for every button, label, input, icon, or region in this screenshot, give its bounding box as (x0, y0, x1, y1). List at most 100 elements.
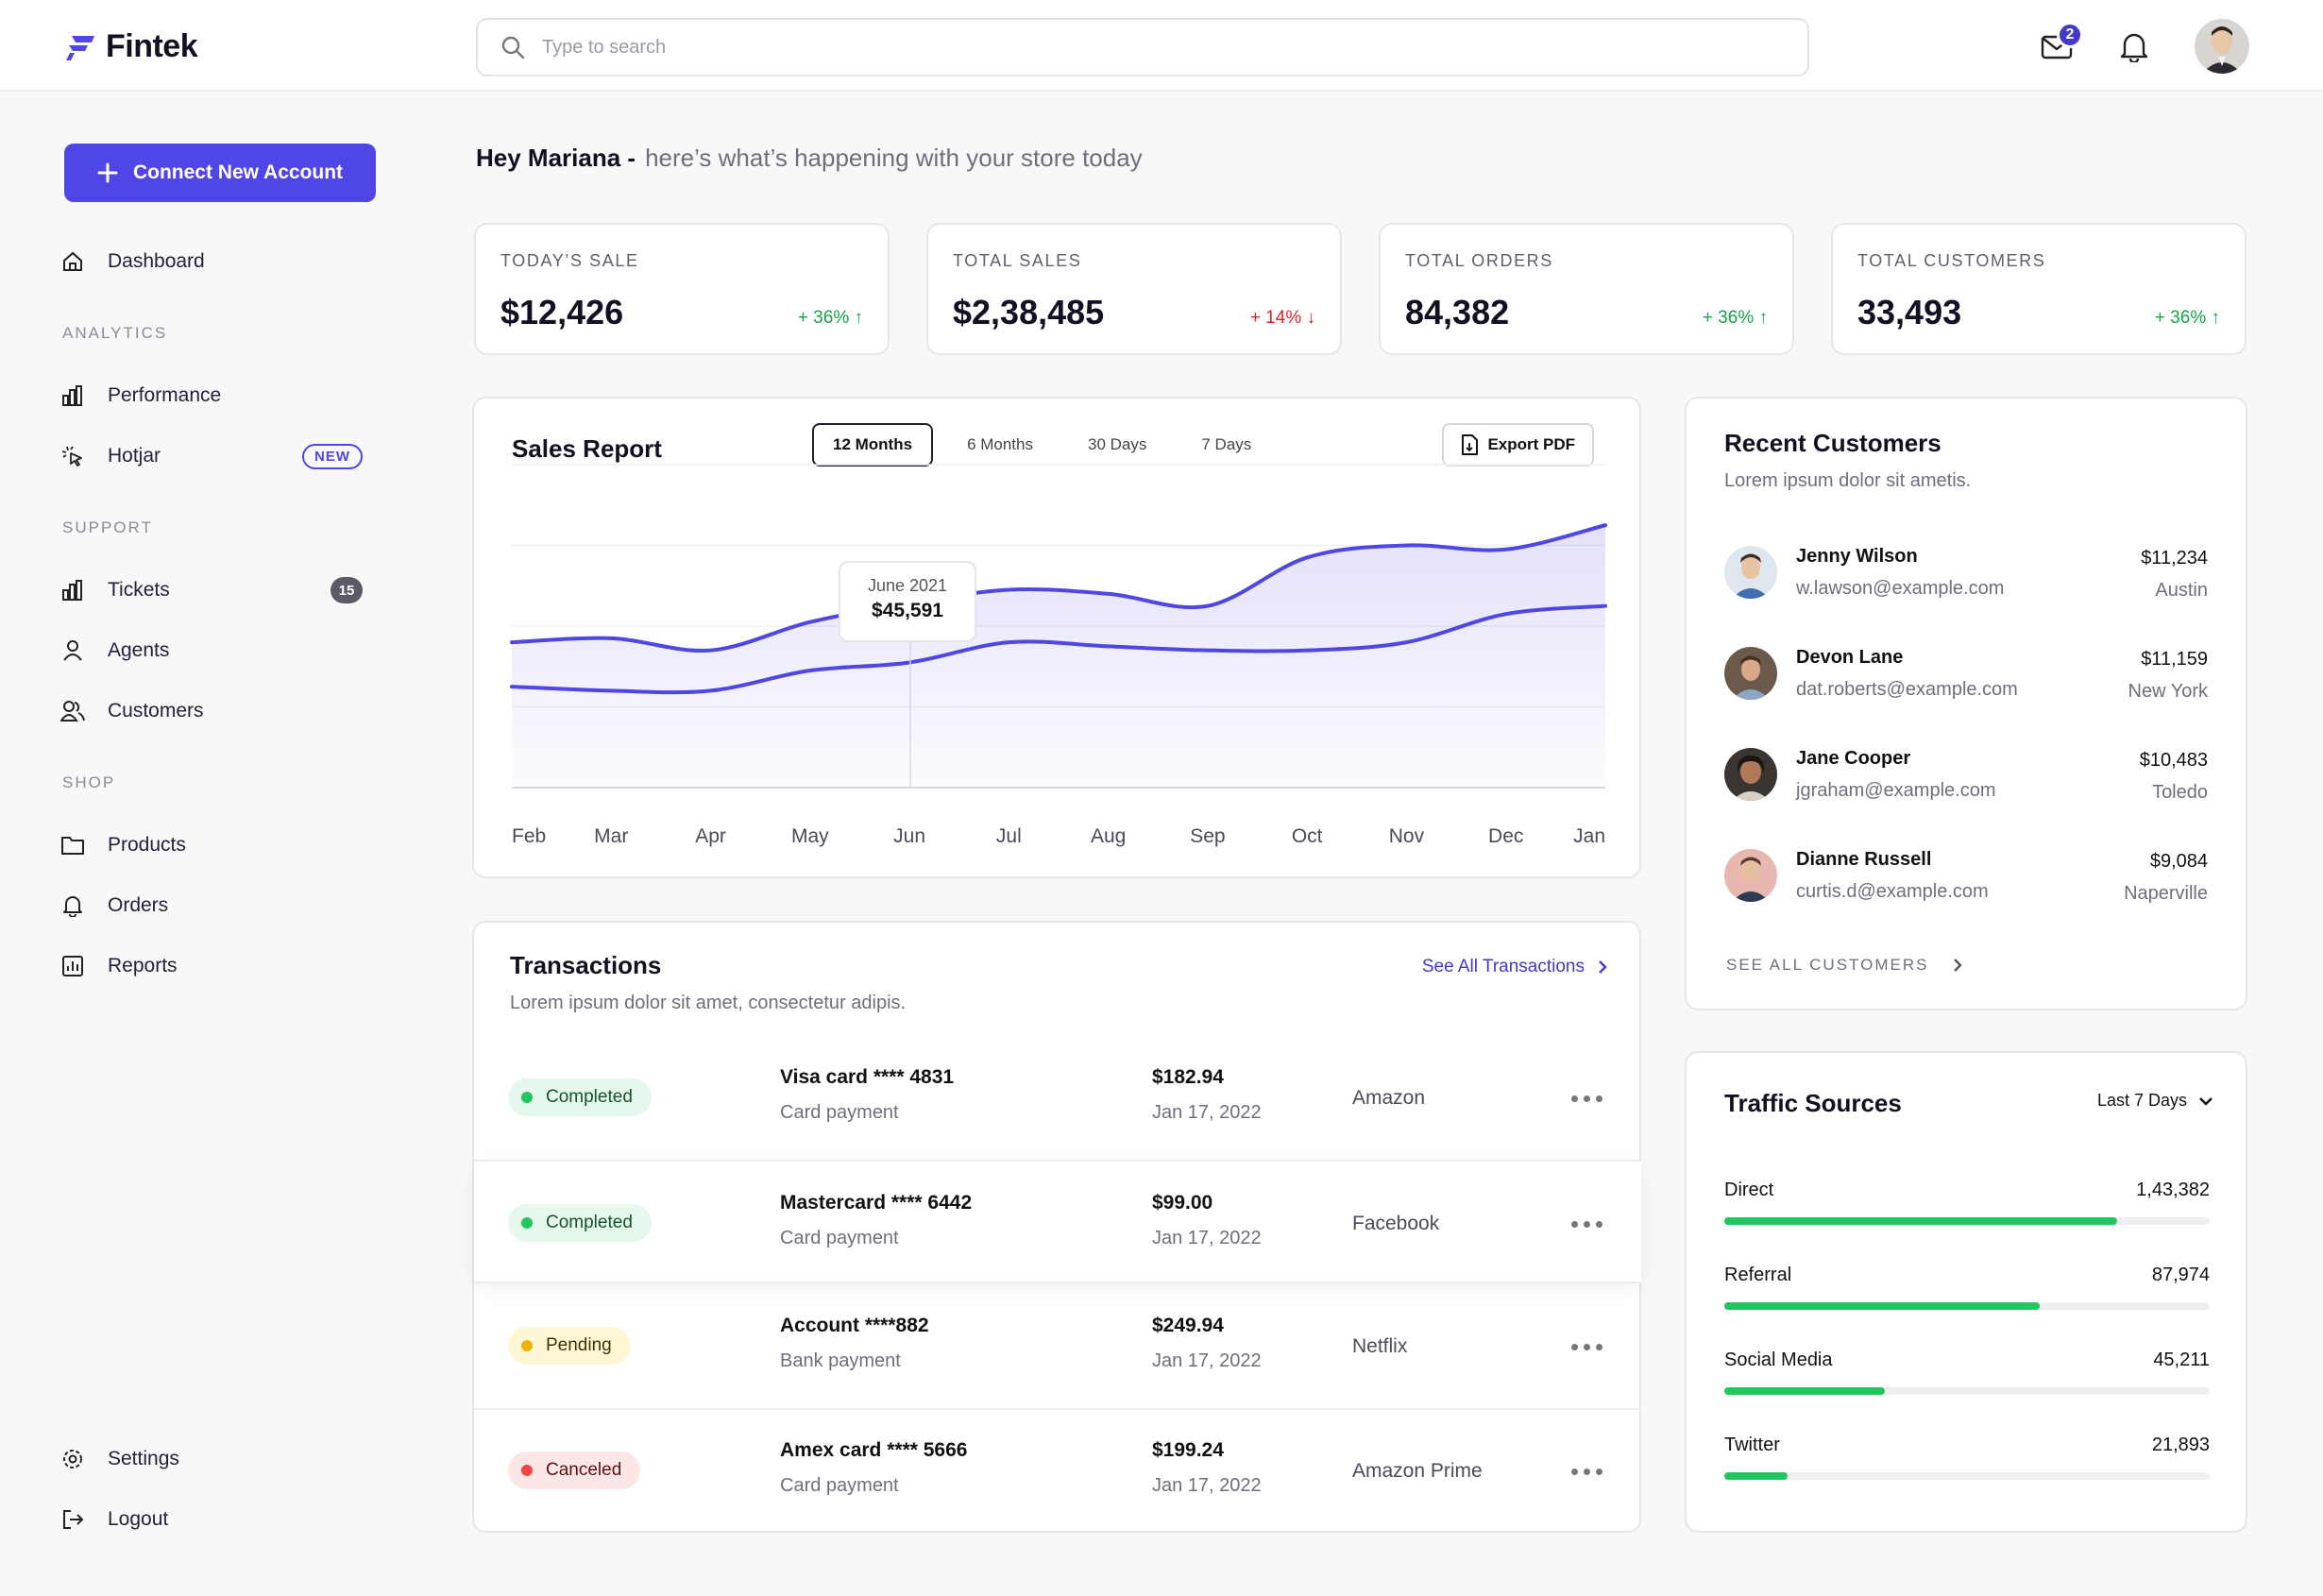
sidebar-item-label: Orders (108, 894, 169, 916)
x-tick-label: May (791, 825, 829, 847)
customer-name: Jane Cooper (1796, 748, 1911, 769)
list-item[interactable]: Dianne Russell curtis.d@example.com $9,0… (1724, 849, 2208, 915)
mail-button[interactable]: 2 (2040, 22, 2083, 63)
arrow-up-icon: ↑ (1758, 308, 1769, 328)
table-row[interactable]: Completed Visa card **** 4831 Card paymen… (474, 1036, 1641, 1160)
search-bar (476, 18, 1809, 76)
sidebar-item-logout[interactable]: Logout (60, 1501, 363, 1538)
more-icon[interactable] (1571, 1462, 1603, 1481)
more-icon[interactable] (1571, 1089, 1603, 1108)
kpi-value: $12,426 (500, 293, 624, 331)
search-icon (501, 36, 525, 59)
customer-amount: $9,084 (2149, 851, 2208, 872)
chart-x-axis: Feb Mar Apr May Jun Jul Aug Sep Oct Nov Dec Jan (512, 825, 1605, 847)
tab-30-days[interactable]: 30 Days (1067, 423, 1167, 467)
more-icon[interactable] (1571, 1337, 1603, 1356)
report-icon (60, 954, 85, 978)
customer-amount: $11,159 (2141, 649, 2208, 670)
home-icon (60, 249, 85, 274)
gear-icon (60, 1447, 85, 1471)
sidebar-item-label: Performance (108, 384, 222, 406)
sidebar-item-performance[interactable]: Performance (60, 377, 363, 415)
new-badge: NEW (302, 443, 363, 469)
see-all-customers-link[interactable]: SEE ALL CUSTOMERS (1726, 956, 1963, 975)
kpi-delta: + 36% ↑ (798, 308, 863, 329)
traffic-row-twitter: Twitter 21,893 (1724, 1435, 2210, 1480)
sidebar-item-agents[interactable]: Agents (60, 632, 363, 670)
x-tick-label: Apr (695, 825, 726, 847)
see-all-transactions-label: See All Transactions (1421, 957, 1585, 976)
export-pdf-button[interactable]: Export PDF (1442, 423, 1594, 467)
users-icon (60, 699, 85, 723)
table-row[interactable]: Completed Mastercard **** 6442 Card payme… (474, 1160, 1641, 1283)
traffic-bar-track (1724, 1387, 2210, 1395)
traffic-source-value: 45,211 (2153, 1350, 2210, 1370)
customer-city: Toledo (2152, 782, 2208, 803)
traffic-row-social-media: Social Media 45,211 (1724, 1350, 2210, 1395)
x-tick-label: Nov (1389, 825, 1425, 847)
payment-method: Mastercard **** 6442 (780, 1192, 973, 1214)
customer-amount: $11,234 (2141, 548, 2208, 569)
brand-logo[interactable]: Fintek (64, 28, 198, 65)
kpi-delta: + 36% ↑ (1703, 308, 1768, 329)
traffic-range-select[interactable]: Last 7 Days (2097, 1091, 2213, 1111)
x-tick-label: Sep (1190, 825, 1225, 847)
list-item[interactable]: Jane Cooper jgraham@example.com $10,483 … (1724, 748, 2208, 814)
section-support: SUPPORT (62, 518, 153, 536)
arrow-down-icon: ↓ (1306, 308, 1316, 328)
traffic-bar-fill (1724, 1472, 1788, 1480)
top-bar: Fintek 2 (0, 0, 2323, 92)
sidebar-item-tickets[interactable]: Tickets 15 (60, 571, 363, 609)
traffic-source-name: Referral (1724, 1265, 1792, 1285)
table-row[interactable]: Pending Account ****882 Bank payment $249… (474, 1284, 1641, 1408)
traffic-source-name: Twitter (1724, 1435, 1780, 1455)
payment-method: Account ****882 (780, 1315, 929, 1336)
sidebar-item-reports[interactable]: Reports (60, 947, 363, 985)
sidebar-item-dashboard[interactable]: Dashboard (60, 243, 363, 280)
logout-icon (60, 1507, 85, 1532)
sidebar-item-customers[interactable]: Customers (60, 692, 363, 730)
connect-new-account-button[interactable]: Connect New Account (64, 144, 376, 202)
kpi-card-total-sales: TOTAL SALES $2,38,485 + 14% ↓ (926, 223, 1342, 355)
tab-12-months[interactable]: 12 Months (812, 423, 934, 467)
date: Jan 17, 2022 (1152, 1102, 1262, 1123)
kpi-card-total-orders: TOTAL ORDERS 84,382 + 36% ↑ (1379, 223, 1794, 355)
tab-7-days[interactable]: 7 Days (1180, 423, 1272, 467)
sidebar-item-label: Logout (108, 1508, 169, 1530)
kpi-label: TOTAL ORDERS (1405, 251, 1553, 270)
notifications-button[interactable] (2117, 29, 2151, 63)
search-input[interactable] (542, 36, 1770, 59)
avatar (1724, 748, 1777, 801)
avatar (1724, 647, 1777, 700)
customer-name: Devon Lane (1796, 647, 1904, 668)
series-area (512, 525, 1605, 788)
sidebar-item-products[interactable]: Products (60, 826, 363, 864)
see-all-transactions-link[interactable]: See All Transactions (1422, 957, 1607, 977)
sidebar-item-label: Hotjar (108, 445, 161, 467)
kpi-label: TOTAL CUSTOMERS (1857, 251, 2046, 270)
amount: $99.00 (1152, 1192, 1213, 1214)
sales-report-card: Sales Report 12 Months 6 Months 30 Days … (472, 397, 1641, 878)
kpi-delta: + 36% ↑ (2155, 308, 2220, 329)
user-avatar[interactable] (2195, 19, 2249, 74)
list-item[interactable]: Devon Lane dat.roberts@example.com $11,1… (1724, 647, 2208, 713)
status-badge: Completed (508, 1078, 652, 1116)
sidebar-item-hotjar[interactable]: Hotjar NEW (60, 437, 363, 475)
more-icon[interactable] (1571, 1214, 1603, 1233)
table-row[interactable]: Canceled Amex card **** 5666 Card payment… (474, 1409, 1641, 1533)
plus-icon (97, 162, 118, 183)
sidebar-item-settings[interactable]: Settings (60, 1440, 363, 1478)
list-item[interactable]: Jenny Wilson w.lawson@example.com $11,23… (1724, 546, 2208, 612)
tab-6-months[interactable]: 6 Months (946, 423, 1054, 467)
see-all-customers-label: SEE ALL CUSTOMERS (1726, 956, 1929, 974)
amount: $249.94 (1152, 1315, 1224, 1336)
series-line (510, 523, 1607, 654)
x-tick-label: Dec (1488, 825, 1523, 847)
tickets-count-badge: 15 (331, 577, 363, 603)
amount: $199.24 (1152, 1439, 1224, 1461)
sidebar-item-label: Dashboard (108, 250, 205, 272)
chevron-down-icon (2199, 1096, 2213, 1106)
sidebar-item-label: Customers (108, 700, 204, 722)
traffic-bar-fill (1724, 1302, 2041, 1310)
sidebar-item-orders[interactable]: Orders (60, 887, 363, 925)
